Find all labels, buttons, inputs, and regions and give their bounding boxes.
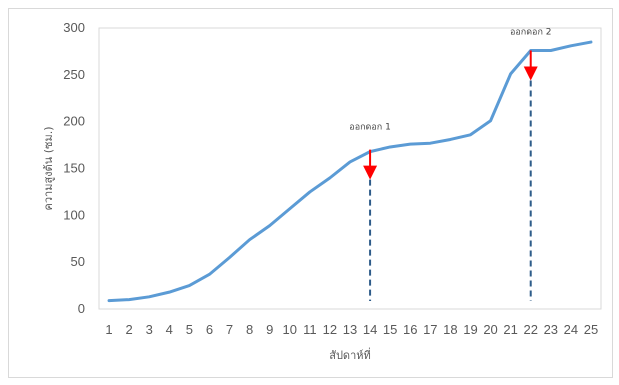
x-tick-label: 12 [323, 322, 337, 337]
x-tick-label: 13 [343, 322, 357, 337]
y-tick-label: 50 [71, 254, 85, 269]
x-tick-label: 15 [383, 322, 397, 337]
x-tick-label: 11 [303, 322, 317, 337]
x-tick-label: 16 [403, 322, 417, 337]
y-tick-label: 100 [63, 207, 85, 222]
x-tick-label: 24 [564, 322, 578, 337]
x-tick-label: 17 [423, 322, 437, 337]
x-tick-label: 6 [206, 322, 213, 337]
chart-frame: 0 50 100 150 200 250 300 1 2 3 4 5 6 7 8 9 10 11 12 13 14 15 1… [8, 8, 613, 378]
y-tick-label: 300 [63, 20, 85, 35]
x-tick-label: 8 [246, 322, 253, 337]
y-tick-label: 250 [63, 67, 85, 82]
x-tick-label: 25 [584, 322, 598, 337]
x-tick-label: 10 [283, 322, 297, 337]
x-tick-label: 18 [443, 322, 457, 337]
annotation-label: ออกดอก 2 [510, 27, 552, 37]
x-tick-label: 9 [266, 322, 273, 337]
annotation-arrow-head [363, 165, 378, 180]
x-tick-label: 21 [503, 322, 517, 337]
x-tick-label: 1 [105, 322, 112, 337]
y-tick-label: 0 [78, 301, 85, 316]
x-tick-label: 14 [363, 322, 377, 337]
annotation-label: ออกดอก 1 [349, 123, 391, 133]
series-line [107, 40, 593, 303]
x-tick-label: 7 [226, 322, 233, 337]
annotation-arrow-head [523, 66, 538, 81]
x-axis-title: สัปดาห์ที่ [329, 347, 371, 362]
x-tick-label: 19 [463, 322, 477, 337]
x-tick-label: 22 [523, 322, 537, 337]
y-tick-label: 150 [63, 161, 85, 176]
x-tick-label: 20 [483, 322, 497, 337]
y-axis-title: ความสูงต้น (ซม.) [42, 126, 55, 210]
x-tick-label: 23 [544, 322, 558, 337]
plot-area [98, 27, 602, 310]
y-tick-label: 200 [63, 114, 85, 129]
x-tick-label: 5 [186, 322, 193, 337]
x-tick-label: 3 [146, 322, 153, 337]
x-tick-label: 4 [166, 322, 173, 337]
x-tick-label: 2 [126, 322, 133, 337]
